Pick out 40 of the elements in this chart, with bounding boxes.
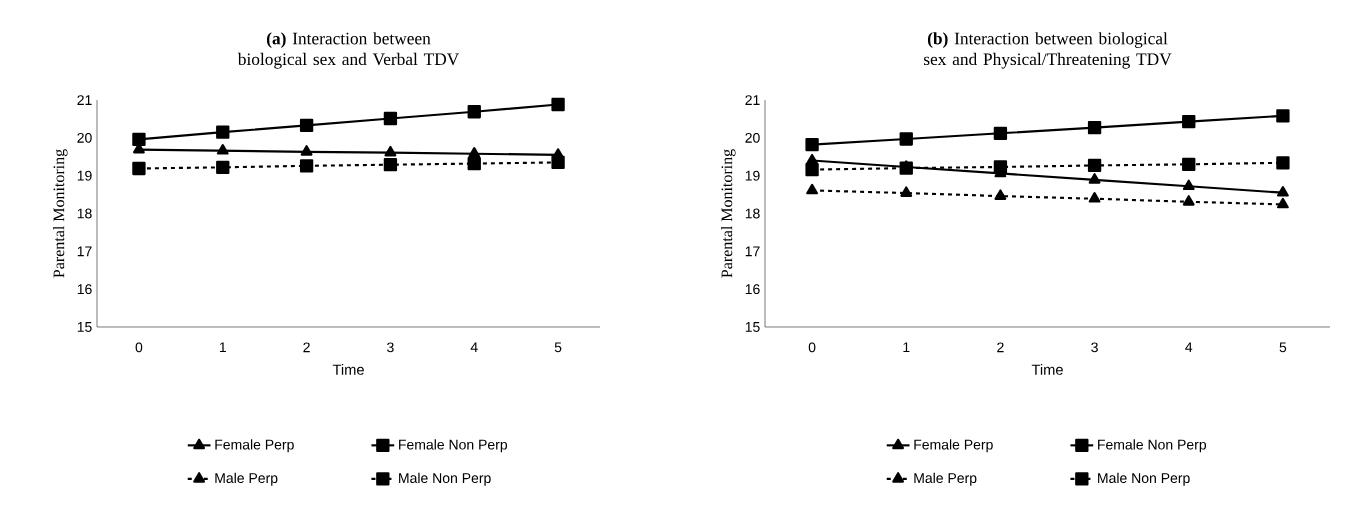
y-axis-title: Parental Monitoring — [721, 149, 736, 278]
y-tick-label: 20 — [745, 132, 760, 143]
legend-label: Female Perp — [215, 439, 294, 453]
y-tick-label: 20 — [77, 132, 92, 143]
x-tick-label: 5 — [1279, 342, 1287, 353]
chart-title: (b) Interaction between biological sex and Physical/Threatening TDV — [924, 32, 1172, 69]
y-tick-label: 19 — [77, 170, 92, 181]
x-axis-title: Time — [332, 364, 364, 375]
y-tick-label: 18 — [745, 208, 760, 219]
x-tick-label: 2 — [303, 342, 310, 353]
y-tick-label: 18 — [77, 208, 92, 219]
y-tick-label: 21 — [77, 95, 92, 105]
x-tick-label: 3 — [387, 342, 394, 353]
x-tick-label: 4 — [470, 342, 478, 352]
legend-label: Female Non Perp — [399, 439, 508, 453]
y-tick-label: 21 — [745, 95, 760, 105]
x-tick-label: 3 — [1091, 342, 1098, 353]
legend-label: Female Perp — [914, 439, 993, 453]
y-tick-label: 15 — [745, 322, 760, 332]
y-tick-label: 17 — [77, 246, 92, 257]
legend-label: Male Non Perp — [399, 472, 491, 486]
x-tick-label: 0 — [135, 342, 143, 353]
y-tick-label: 15 — [77, 322, 92, 332]
legend-label: Male Perp — [215, 472, 278, 486]
x-tick-label: 1 — [219, 342, 226, 352]
y-tick-label: 17 — [745, 246, 760, 257]
x-tick-label: 1 — [903, 342, 910, 352]
x-tick-label: 5 — [554, 342, 562, 353]
y-tick-label: 16 — [745, 284, 760, 295]
legend-label: Male Perp — [914, 472, 977, 486]
y-tick-label: 16 — [77, 284, 92, 295]
legend-label: Female Non Perp — [1098, 439, 1207, 453]
x-tick-label: 4 — [1185, 342, 1193, 352]
x-axis-title: Time — [1031, 364, 1063, 375]
y-tick-label: 19 — [745, 170, 760, 181]
x-tick-label: 0 — [808, 342, 816, 353]
y-axis-title: Parental Monitoring — [53, 149, 68, 278]
x-tick-label: 2 — [997, 342, 1004, 353]
chart-title: (a) Interaction between biological sex and Verbal TDV — [237, 32, 460, 69]
legend-label: Male Non Perp — [1098, 472, 1190, 486]
